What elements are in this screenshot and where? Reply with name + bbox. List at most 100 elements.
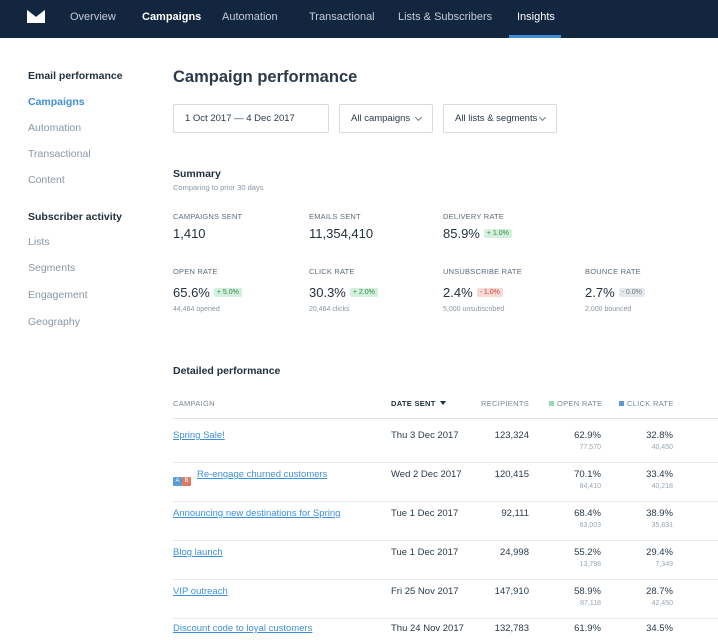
recipients-cell: 147,910 [494,586,529,597]
campaigns-sent-label: CAMPAIGNS SENT [173,212,243,221]
nav-automation[interactable]: Automation [222,11,278,23]
delivery-rate-value: 85.9% + 1.0% [443,226,512,241]
col-header-campaign[interactable]: CAMPAIGN [173,399,215,408]
click-rate-label: CLICK RATE [309,267,355,276]
unsubscribe-rate-value: 2.4% - 1.0% [443,285,503,300]
open-rate-key-icon [549,401,554,406]
open-count-cell: 87,118 [580,600,601,607]
delivery-rate-label: DELIVERY RATE [443,212,504,221]
campaign-link[interactable]: Discount code to loyal customers [173,623,313,634]
sidebar-item-engagement[interactable]: Engagement [28,289,88,301]
open-count-cell: 84,410 [579,483,601,490]
sidebar-item-geography[interactable]: Geography [28,316,80,328]
campaign-link[interactable]: Re-engage churned customers [197,469,328,480]
detailed-performance-title: Detailed performance [173,365,281,377]
date-sent-cell: Thu 3 Dec 2017 [391,430,459,441]
lists-dropdown-value: All lists & segments [455,113,538,124]
date-range-value: 1 Oct 2017 — 4 Dec 2017 [185,113,295,124]
sidebar-item-transactional[interactable]: Transactional [28,148,91,160]
click-rate-cell: 38.9% [646,508,673,519]
col-header-click-rate-label: CLICK RATE [627,399,674,408]
date-sent-cell: Fri 25 Nov 2017 [391,586,459,597]
recipients-cell: 24,998 [499,547,529,558]
open-rate-cell: 62.9% [574,430,601,441]
col-header-open-rate-label: OPEN RATE [557,399,603,408]
click-rate-value: 30.3% + 2.0% [309,285,378,300]
recipients-cell: 120,415 [494,469,529,480]
unsubscribe-rate-change-badge: - 1.0% [476,288,503,297]
click-rate-cell: 33.4% [646,469,673,480]
col-header-open-rate[interactable]: OPEN RATE [549,399,602,408]
date-sent-cell: Thu 24 Nov 2017 [391,623,464,634]
recipients-cell: 123,324 [494,430,529,441]
open-rate-label: OPEN RATE [173,267,218,276]
envelope-logo-icon[interactable] [27,9,45,23]
table-row: Blog launch Tue 1 Dec 2017 24,998 55.2% … [173,541,718,580]
table-row: Announcing new destinations for Spring T… [173,502,718,541]
lists-segments-dropdown[interactable]: All lists & segments [443,104,557,133]
sidebar-heading-email: Email performance [28,70,123,82]
summary-subtitle: Comparing to prior 30 days [173,183,264,192]
col-header-date-sent-label: DATE SENT [391,399,436,408]
click-count-cell: 40,450 [651,444,673,451]
summary-title: Summary [173,168,221,180]
click-rate-number: 30.3% [309,285,346,300]
click-rate-cell: 34.5% [646,623,673,634]
sidebar-heading-subscriber: Subscriber activity [28,211,122,223]
date-sent-cell: Tue 1 Dec 2017 [391,508,459,519]
nav-insights[interactable]: Insights [517,11,555,23]
campaign-link[interactable]: Blog launch [173,547,223,558]
chevron-down-icon [538,113,547,122]
ab-variant-a: A [173,477,182,486]
open-rate-cell: 61.9% [574,623,601,634]
col-header-recipients[interactable]: RECIPIENTS [481,399,530,408]
nav-transactional[interactable]: Transactional [309,11,375,23]
nav-campaigns[interactable]: Campaigns [142,11,202,23]
click-count-cell: 7,349 [655,561,673,568]
campaign-link[interactable]: VIP outreach [173,586,228,597]
date-sent-cell: Tue 1 Dec 2017 [391,547,459,558]
campaigns-dropdown-value: All campaigns [351,113,411,124]
unsubscribe-rate-number: 2.4% [443,285,473,300]
click-count-cell: 40,218 [651,483,673,490]
click-rate-cell: 32.8% [646,430,673,441]
click-rate-change-badge: + 2.0% [349,288,378,297]
sidebar-item-segments[interactable]: Segments [28,262,76,274]
recipients-cell: 132,783 [494,623,529,634]
col-header-click-rate[interactable]: CLICK RATE [619,399,674,408]
click-count-cell: 42,450 [651,600,673,607]
bounce-rate-number: 2.7% [585,285,615,300]
sidebar-item-automation[interactable]: Automation [28,122,82,134]
campaign-link[interactable]: Announcing new destinations for Spring [173,508,341,519]
table-row: Spring Sale! Thu 3 Dec 2017 123,324 62.9… [173,424,718,463]
emails-sent-value: 11,354,410 [309,226,374,241]
campaign-link[interactable]: Spring Sale! [173,430,225,441]
table-row: VIP outreach Fri 25 Nov 2017 147,910 58.… [173,580,718,619]
ab-variant-b: B [182,477,191,486]
open-count-cell: 77,570 [579,444,601,451]
open-count-cell: 63,003 [579,522,601,529]
date-range-picker[interactable]: 1 Oct 2017 — 4 Dec 2017 [173,104,329,133]
open-rate-cell: 55.2% [574,547,601,558]
campaigns-dropdown[interactable]: All campaigns [339,104,433,133]
open-rate-number: 65.6% [173,285,210,300]
sidebar-item-lists[interactable]: Lists [28,236,50,248]
sidebar-item-campaigns[interactable]: Campaigns [28,96,85,108]
click-rate-key-icon [619,401,624,406]
col-header-date-sent[interactable]: DATE SENT [391,399,446,408]
nav-overview[interactable]: Overview [70,11,116,23]
table-row: Discount code to loyal customers Thu 24 … [173,619,718,640]
sort-desc-icon [439,401,446,405]
page-title: Campaign performance [173,68,358,86]
campaigns-sent-value: 1,410 [173,226,206,241]
recipients-cell: 92,111 [501,508,529,519]
sidebar-item-content[interactable]: Content [28,174,65,186]
click-rate-cell: 28.7% [646,586,673,597]
unsubscribe-rate-label: UNSUBSCRIBE RATE [443,267,522,276]
click-rate-cell: 29.4% [646,547,673,558]
bounce-rate-label: BOUNCE RATE [585,267,641,276]
bounce-rate-value: 2.7% - 0.0% [585,285,645,300]
nav-lists-subscribers[interactable]: Lists & Subscribers [398,11,493,23]
